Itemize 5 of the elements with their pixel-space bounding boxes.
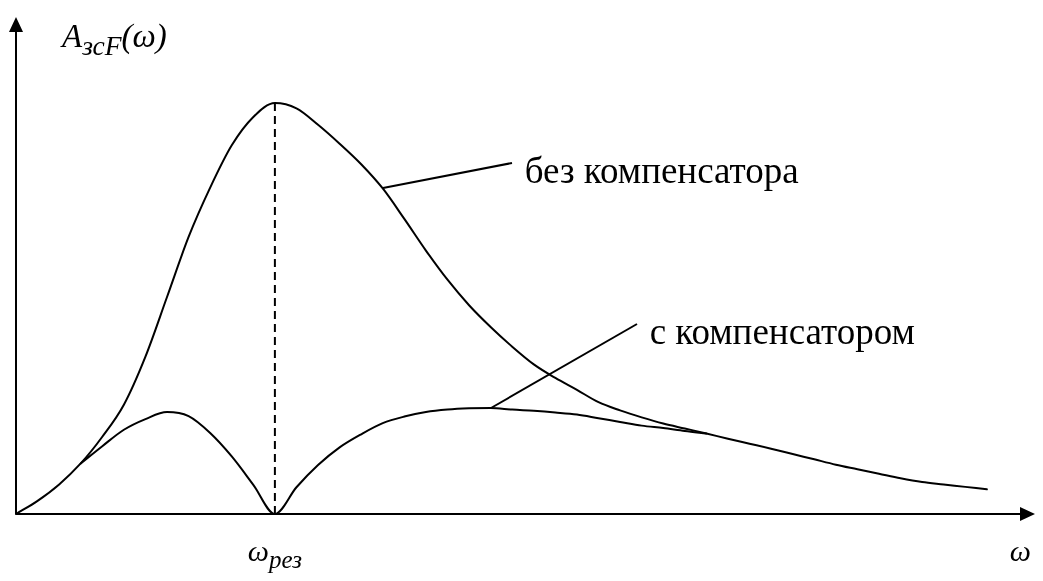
text: ω$_{рез}$ xyxy=(247,534,302,573)
x-axis-title: ω xyxy=(1009,534,1031,567)
legend-label: без компенсатора xyxy=(524,150,799,192)
text: с компенсатором xyxy=(649,310,915,352)
y-axis-title: A$_{зсF}$(ω) xyxy=(62,18,167,61)
